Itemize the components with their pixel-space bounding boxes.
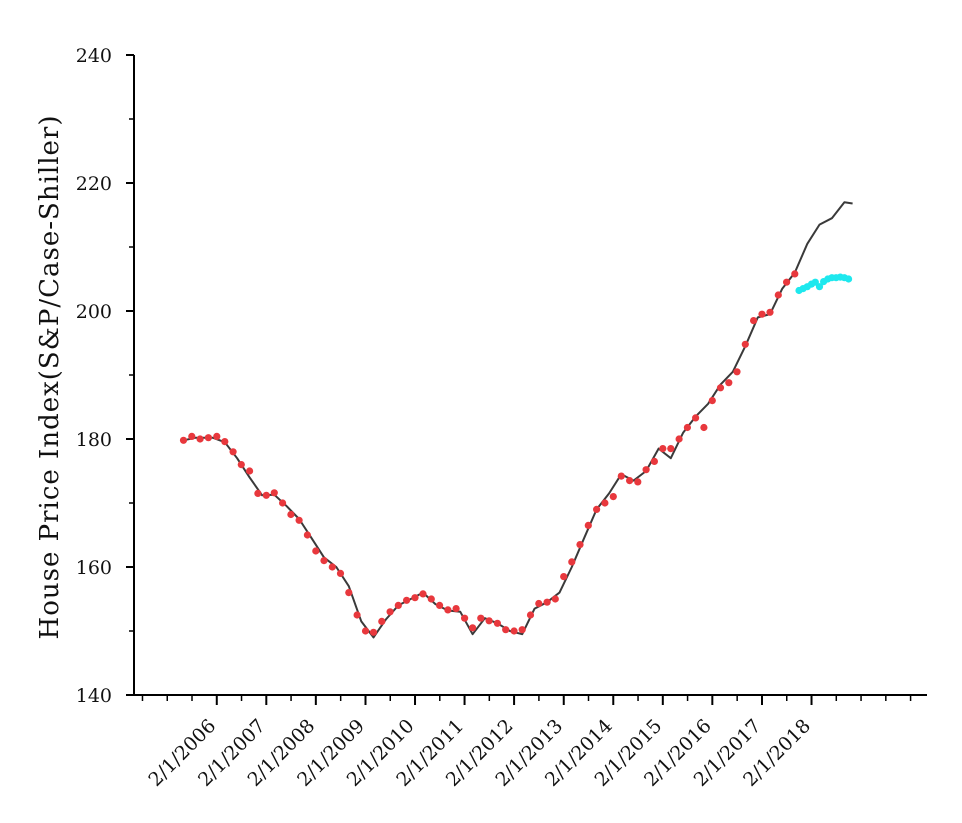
series-fitted-point: [179, 436, 188, 444]
series-fitted-point: [262, 491, 270, 499]
series-fitted-point: [584, 521, 592, 530]
series-fitted-point: [683, 423, 692, 432]
y-tick-label: 200: [76, 301, 112, 323]
series-fitted-point: [270, 489, 278, 497]
series-forecast-point: [811, 278, 819, 286]
series-fitted-point: [560, 573, 568, 581]
series-fitted-point: [328, 563, 336, 571]
series-fitted-point: [188, 432, 196, 440]
series-fitted-point: [303, 531, 311, 539]
y-ticks: 140 160 180 200 220 240: [76, 45, 134, 707]
series-fitted-point: [535, 599, 543, 608]
series-fitted-point: [617, 472, 625, 480]
series-fitted-point: [774, 291, 782, 299]
series-fitted-point: [700, 423, 708, 432]
series-forecast-point: [845, 275, 853, 283]
series-fitted-point: [477, 614, 485, 622]
series-fitted-point: [733, 368, 741, 376]
series-fitted-point: [403, 596, 411, 604]
series-fitted-point: [593, 505, 601, 513]
series-fitted-point: [196, 435, 204, 443]
series-fitted-point: [419, 590, 427, 598]
series-layer: [179, 201, 853, 639]
series-fitted-point: [312, 547, 320, 555]
series-fitted-point: [229, 448, 237, 456]
series-fitted-point: [295, 516, 303, 524]
series-fitted-point: [518, 626, 526, 634]
series-fitted-point: [485, 617, 493, 625]
series-fitted-point: [502, 626, 510, 634]
series-fitted-point: [254, 489, 262, 497]
series-actual-line: [183, 201, 853, 639]
series-fitted-point: [642, 466, 650, 474]
series-forecast: [795, 273, 853, 295]
series-forecast-point: [815, 283, 824, 291]
series-fitted-point: [436, 601, 444, 610]
series-fitted-point: [601, 499, 609, 507]
series-fitted-point: [353, 611, 361, 619]
axes: [133, 55, 927, 696]
series-fitted-point: [783, 278, 791, 286]
series-fitted-point: [551, 595, 559, 603]
series-fitted-point: [543, 598, 551, 606]
series-fitted-point: [766, 308, 774, 316]
y-axis-title: House Price Index(S&P/Case-Shiller): [35, 115, 65, 640]
series-fitted-point: [526, 611, 535, 619]
y-tick-label: 240: [76, 45, 112, 67]
series-fitted-point: [708, 397, 716, 405]
series-fitted-point: [659, 445, 667, 453]
y-tick-label: 160: [76, 557, 112, 579]
series-fitted-point: [725, 379, 733, 387]
series-fitted-point: [692, 414, 700, 422]
series-fitted-point: [221, 438, 229, 446]
series-fitted-point: [378, 617, 386, 626]
y-tick-label: 220: [76, 173, 112, 195]
series-fitted-point: [791, 270, 799, 278]
series-fitted-point: [386, 608, 394, 616]
series-fitted-point: [369, 628, 378, 636]
series-fitted-point: [213, 432, 221, 440]
series-fitted: [179, 270, 799, 636]
series-fitted-point: [667, 445, 675, 453]
series-fitted-point: [452, 605, 460, 613]
series-fitted-point: [469, 624, 477, 632]
series-fitted-point: [411, 594, 419, 602]
series-fitted-point: [510, 627, 518, 635]
series-fitted-point: [320, 557, 328, 565]
series-fitted-point: [361, 627, 370, 635]
y-tick-label: 180: [76, 429, 112, 451]
series-fitted-point: [576, 541, 584, 549]
series-fitted-point: [287, 510, 295, 519]
series-fitted-point: [427, 595, 435, 603]
series-fitted-point: [568, 558, 576, 566]
series-fitted-point: [237, 461, 245, 469]
y-tick-label: 140: [76, 685, 112, 707]
series-fitted-point: [394, 601, 402, 610]
series-fitted-point: [493, 619, 501, 627]
series-fitted-point: [345, 589, 353, 597]
series-fitted-point: [461, 614, 469, 622]
series-fitted-point: [741, 340, 749, 348]
series-fitted-point: [716, 384, 725, 392]
series-fitted-point: [750, 317, 758, 325]
series-fitted-point: [204, 434, 212, 442]
series-fitted-point: [444, 606, 452, 614]
series-fitted-point: [634, 478, 642, 486]
series-fitted-point: [609, 493, 617, 501]
series-fitted-point: [650, 457, 659, 465]
series-fitted-point: [758, 310, 766, 318]
series-fitted-point: [279, 499, 287, 507]
series-fitted-point: [626, 477, 634, 485]
series-fitted-point: [675, 435, 683, 443]
series-actual: [183, 201, 853, 639]
series-fitted-point: [336, 569, 345, 578]
series-fitted-point: [246, 467, 254, 475]
x-ticks: 2/1/20062/1/20072/1/20082/1/20092/1/2010…: [141, 695, 912, 791]
